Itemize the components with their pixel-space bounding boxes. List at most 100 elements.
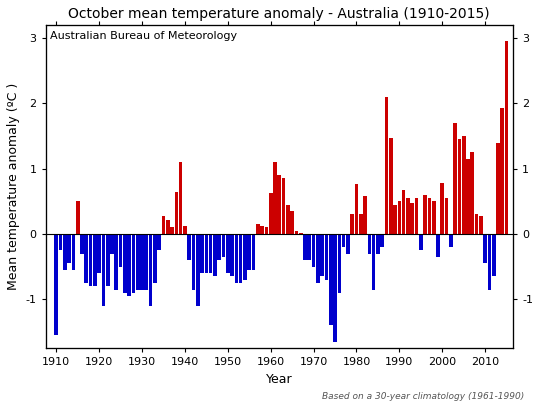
Bar bbox=[278, 175, 281, 234]
Bar bbox=[496, 143, 500, 234]
Bar bbox=[102, 234, 105, 306]
Bar bbox=[63, 234, 66, 270]
Bar bbox=[136, 234, 139, 290]
Bar bbox=[338, 234, 341, 293]
Bar bbox=[479, 216, 483, 234]
Bar bbox=[153, 234, 157, 283]
Bar bbox=[273, 162, 277, 234]
Bar bbox=[68, 234, 71, 263]
Bar bbox=[441, 183, 444, 234]
Bar bbox=[359, 214, 362, 234]
Bar bbox=[419, 234, 423, 250]
Bar bbox=[501, 108, 504, 234]
Bar bbox=[303, 234, 307, 260]
Bar bbox=[140, 234, 144, 290]
Bar bbox=[415, 198, 419, 234]
Bar bbox=[376, 234, 380, 254]
Bar bbox=[127, 234, 131, 296]
Bar bbox=[149, 234, 152, 306]
Bar bbox=[119, 234, 123, 266]
Bar bbox=[243, 234, 247, 280]
Bar bbox=[436, 234, 440, 257]
Bar bbox=[453, 123, 457, 234]
Bar bbox=[157, 234, 161, 250]
Bar bbox=[432, 201, 435, 234]
Bar bbox=[192, 234, 195, 290]
Bar bbox=[247, 234, 251, 270]
Bar bbox=[320, 234, 324, 277]
Bar bbox=[406, 198, 410, 234]
Bar bbox=[260, 226, 264, 234]
Bar bbox=[218, 234, 221, 260]
Bar bbox=[475, 214, 478, 234]
Bar bbox=[145, 234, 148, 290]
Bar bbox=[368, 234, 371, 254]
Bar bbox=[402, 190, 406, 234]
Bar bbox=[488, 234, 491, 290]
Bar bbox=[174, 192, 178, 234]
Bar bbox=[80, 234, 84, 254]
Bar bbox=[200, 234, 204, 273]
Bar bbox=[363, 196, 367, 234]
Bar bbox=[299, 232, 302, 234]
Bar bbox=[346, 234, 350, 254]
Bar bbox=[380, 234, 384, 247]
Bar bbox=[226, 234, 230, 273]
Bar bbox=[410, 203, 414, 234]
Bar bbox=[269, 193, 273, 234]
Bar bbox=[355, 184, 359, 234]
Bar bbox=[384, 97, 388, 234]
Bar bbox=[209, 234, 212, 273]
Bar bbox=[483, 234, 487, 263]
Bar bbox=[166, 220, 170, 234]
Bar bbox=[187, 234, 191, 260]
Bar bbox=[239, 234, 242, 283]
Bar bbox=[445, 198, 448, 234]
Bar bbox=[307, 234, 311, 260]
Bar bbox=[428, 198, 431, 234]
Text: Australian Bureau of Meteorology: Australian Bureau of Meteorology bbox=[50, 31, 237, 41]
Bar bbox=[462, 136, 465, 234]
Bar bbox=[505, 41, 509, 234]
X-axis label: Year: Year bbox=[266, 373, 293, 386]
Bar bbox=[492, 234, 496, 277]
Bar bbox=[372, 234, 375, 290]
Bar bbox=[205, 234, 208, 273]
Bar bbox=[265, 228, 268, 234]
Bar bbox=[312, 234, 315, 266]
Bar bbox=[106, 234, 110, 286]
Bar bbox=[342, 234, 346, 247]
Bar bbox=[89, 234, 92, 286]
Bar bbox=[397, 201, 401, 234]
Bar bbox=[97, 234, 101, 273]
Bar bbox=[110, 234, 114, 254]
Bar bbox=[389, 138, 393, 234]
Bar bbox=[55, 234, 58, 335]
Text: Based on a 30-year climatology (1961-1990): Based on a 30-year climatology (1961-199… bbox=[321, 392, 524, 401]
Bar bbox=[393, 205, 397, 234]
Bar bbox=[114, 234, 118, 290]
Bar bbox=[350, 214, 354, 234]
Bar bbox=[325, 234, 328, 280]
Bar bbox=[252, 234, 255, 270]
Bar bbox=[161, 216, 165, 234]
Y-axis label: Mean temperature anomaly (ºC ): Mean temperature anomaly (ºC ) bbox=[7, 83, 20, 290]
Bar bbox=[466, 159, 470, 234]
Bar bbox=[213, 234, 217, 277]
Bar bbox=[72, 234, 75, 270]
Bar bbox=[333, 234, 337, 342]
Bar bbox=[93, 234, 97, 286]
Bar bbox=[222, 234, 225, 257]
Title: October mean temperature anomaly - Australia (1910-2015): October mean temperature anomaly - Austr… bbox=[69, 7, 490, 21]
Bar bbox=[234, 234, 238, 283]
Bar bbox=[132, 234, 136, 293]
Bar bbox=[179, 162, 183, 234]
Bar bbox=[316, 234, 320, 283]
Bar bbox=[256, 224, 260, 234]
Bar bbox=[295, 231, 298, 234]
Bar bbox=[196, 234, 200, 306]
Bar bbox=[76, 201, 79, 234]
Bar bbox=[329, 234, 333, 326]
Bar bbox=[230, 234, 234, 277]
Bar bbox=[84, 234, 88, 283]
